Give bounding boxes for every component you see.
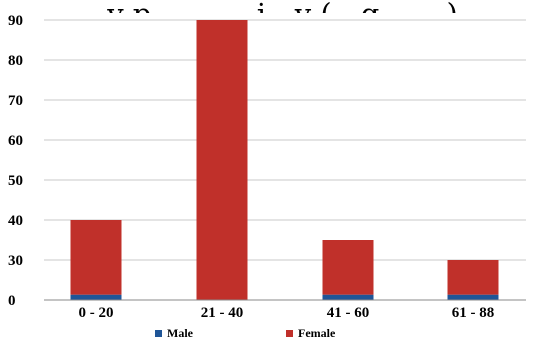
legend-label-female: Female bbox=[298, 326, 336, 338]
y-tick-label: 40 bbox=[8, 213, 23, 229]
x-tick-label: 21 - 40 bbox=[201, 305, 244, 321]
gridlines bbox=[44, 19, 526, 261]
legend-swatch-male bbox=[155, 330, 162, 337]
y-tick-label: 30 bbox=[8, 253, 23, 269]
x-tick-label: 61 - 88 bbox=[452, 305, 495, 321]
bars bbox=[70, 20, 499, 300]
bar-male bbox=[322, 294, 374, 300]
bar-female bbox=[447, 260, 499, 295]
bar-female bbox=[322, 240, 374, 295]
bar-male bbox=[447, 294, 499, 300]
x-axis-ticks: 0 - 20 21 - 40 41 - 60 61 - 88 bbox=[79, 305, 495, 321]
y-tick-label: 60 bbox=[8, 133, 23, 149]
chart-title: …y p… … …j…y (…g… …) bbox=[78, 0, 458, 31]
bar-female bbox=[196, 20, 248, 300]
y-tick-label: 70 bbox=[8, 93, 23, 109]
x-tick-label: 0 - 20 bbox=[79, 305, 114, 321]
y-tick-label: 0 bbox=[8, 293, 16, 309]
bar-male bbox=[70, 294, 122, 300]
y-axis-ticks: 0 30 40 50 60 70 80 90 bbox=[8, 13, 23, 309]
legend-label-male: Male bbox=[167, 326, 194, 338]
y-tick-label: 80 bbox=[8, 53, 23, 69]
bar-female bbox=[70, 220, 122, 295]
x-tick-label: 41 - 60 bbox=[327, 305, 370, 321]
legend: Male Female bbox=[155, 326, 336, 338]
y-tick-label: 90 bbox=[8, 13, 23, 29]
y-tick-label: 50 bbox=[8, 173, 23, 189]
legend-swatch-female bbox=[286, 330, 293, 337]
